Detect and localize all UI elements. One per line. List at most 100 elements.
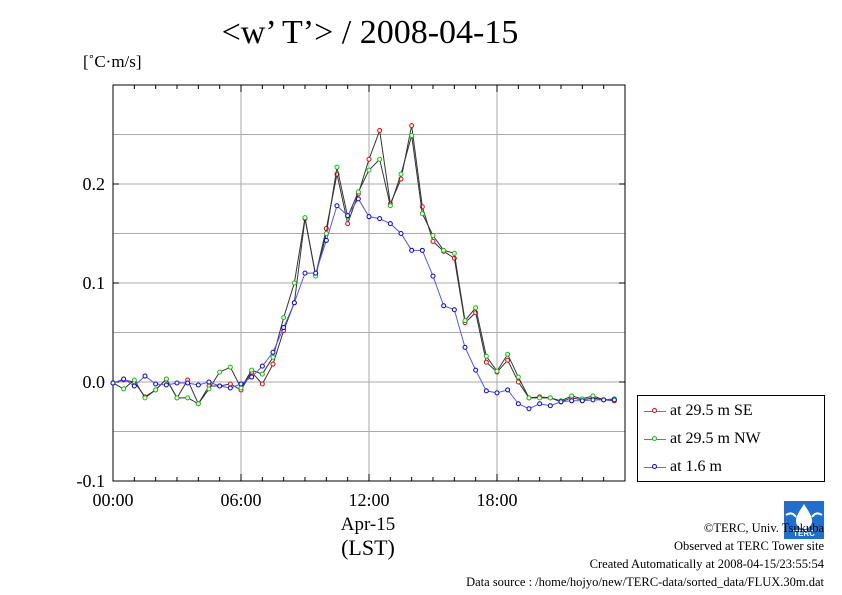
legend-swatch-se — [644, 405, 666, 417]
data-point — [185, 395, 191, 401]
y-tick-label: -0.1 — [77, 471, 106, 491]
data-point — [142, 395, 148, 401]
data-point — [227, 364, 233, 370]
data-point — [462, 344, 468, 350]
series-2 — [110, 196, 617, 412]
data-point — [259, 371, 265, 377]
legend-swatch-nw — [644, 433, 666, 445]
series-line-0 — [112, 125, 615, 405]
data-point — [270, 349, 276, 355]
data-point — [238, 381, 244, 387]
axes — [112, 84, 626, 482]
data-point — [569, 398, 575, 404]
y-axis-unit: [˚C·m/s] — [83, 52, 142, 71]
x-tick-label: 00:00 — [92, 490, 133, 510]
data-point — [195, 382, 201, 388]
data-point — [526, 406, 532, 412]
data-point — [419, 211, 425, 217]
data-point — [334, 164, 340, 170]
data-point — [409, 247, 415, 253]
data-point — [270, 354, 276, 360]
data-point — [217, 383, 223, 389]
credits-block: ©TERC, Univ. Tsukuba Observed at TERC To… — [466, 519, 824, 591]
data-point — [505, 387, 511, 393]
data-point — [163, 382, 169, 388]
x-axis-timezone-label: (LST) — [341, 535, 395, 560]
data-point — [430, 273, 436, 279]
data-point — [291, 300, 297, 306]
data-point — [590, 397, 596, 403]
data-point — [451, 250, 457, 256]
data-point — [387, 221, 393, 227]
x-axis-date-label: Apr-15 — [340, 514, 396, 535]
chart-title: <w’ T’> / 2008-04-15 — [221, 14, 519, 51]
data-point — [441, 303, 447, 309]
data-point — [355, 189, 361, 195]
data-point — [398, 231, 404, 236]
x-tick-label: 18:00 — [476, 490, 517, 510]
legend-item-1-6m: at 1.6 m — [638, 456, 722, 478]
credits-source: Data source : /home/hojyo/new/TERC-data/… — [466, 575, 824, 589]
data-point — [249, 367, 255, 373]
y-tick-label: 0.0 — [83, 372, 106, 392]
data-point — [281, 325, 287, 331]
data-point — [366, 156, 372, 162]
data-point — [174, 380, 180, 386]
data-point — [217, 369, 223, 375]
data-point — [547, 395, 553, 401]
data-point — [185, 380, 191, 386]
data-point — [227, 381, 233, 387]
data-point — [131, 383, 137, 389]
data-point — [366, 167, 372, 173]
gridlines — [113, 85, 625, 481]
data-point — [227, 385, 233, 391]
legend: at 29.5 m SE at 29.5 m NW at 1.6 m — [637, 395, 825, 482]
credits-site: Observed at TERC Tower site — [673, 539, 824, 553]
data-point — [430, 232, 436, 238]
data-point — [345, 213, 351, 219]
data-point — [302, 215, 308, 221]
credits-created: Created Automatically at 2008-04-15/23:5… — [589, 557, 824, 571]
data-point — [462, 318, 468, 324]
data-point — [494, 368, 500, 374]
data-point — [451, 307, 457, 313]
data-point — [142, 373, 148, 379]
data-point — [558, 399, 564, 405]
data-point — [547, 403, 553, 409]
data-point — [206, 379, 212, 385]
data-point — [601, 397, 607, 403]
data-point — [537, 401, 543, 407]
data-point — [334, 203, 340, 209]
data-point — [505, 351, 511, 357]
data-point — [377, 128, 383, 134]
data-point — [505, 357, 511, 363]
legend-item-se: at 29.5 m SE — [638, 400, 753, 422]
data-point — [355, 196, 361, 202]
data-point — [483, 388, 489, 394]
credits-copyright: ©TERC, Univ. Tsukuba — [703, 521, 824, 535]
data-point — [569, 393, 575, 399]
data-point — [153, 381, 159, 387]
terc-logo: TERC — [784, 501, 824, 539]
data-point — [345, 221, 351, 227]
data-point — [579, 398, 585, 404]
y-tick-label: 0.2 — [83, 174, 106, 194]
data-point — [483, 353, 489, 359]
data-point — [195, 401, 201, 407]
terc-logo-text: TERC — [793, 529, 815, 538]
data-point — [537, 395, 543, 401]
data-point — [249, 374, 255, 380]
data-point — [494, 390, 500, 396]
legend-label-nw: at 29.5 m NW — [670, 430, 761, 447]
data-point — [259, 363, 265, 369]
data-point — [387, 203, 393, 209]
data-point — [153, 387, 159, 393]
series-layer — [110, 123, 617, 412]
series-line-2 — [112, 197, 615, 410]
data-point — [366, 214, 372, 220]
data-point — [430, 238, 436, 244]
data-point — [291, 280, 297, 286]
data-point — [377, 216, 383, 222]
data-point — [473, 305, 479, 311]
